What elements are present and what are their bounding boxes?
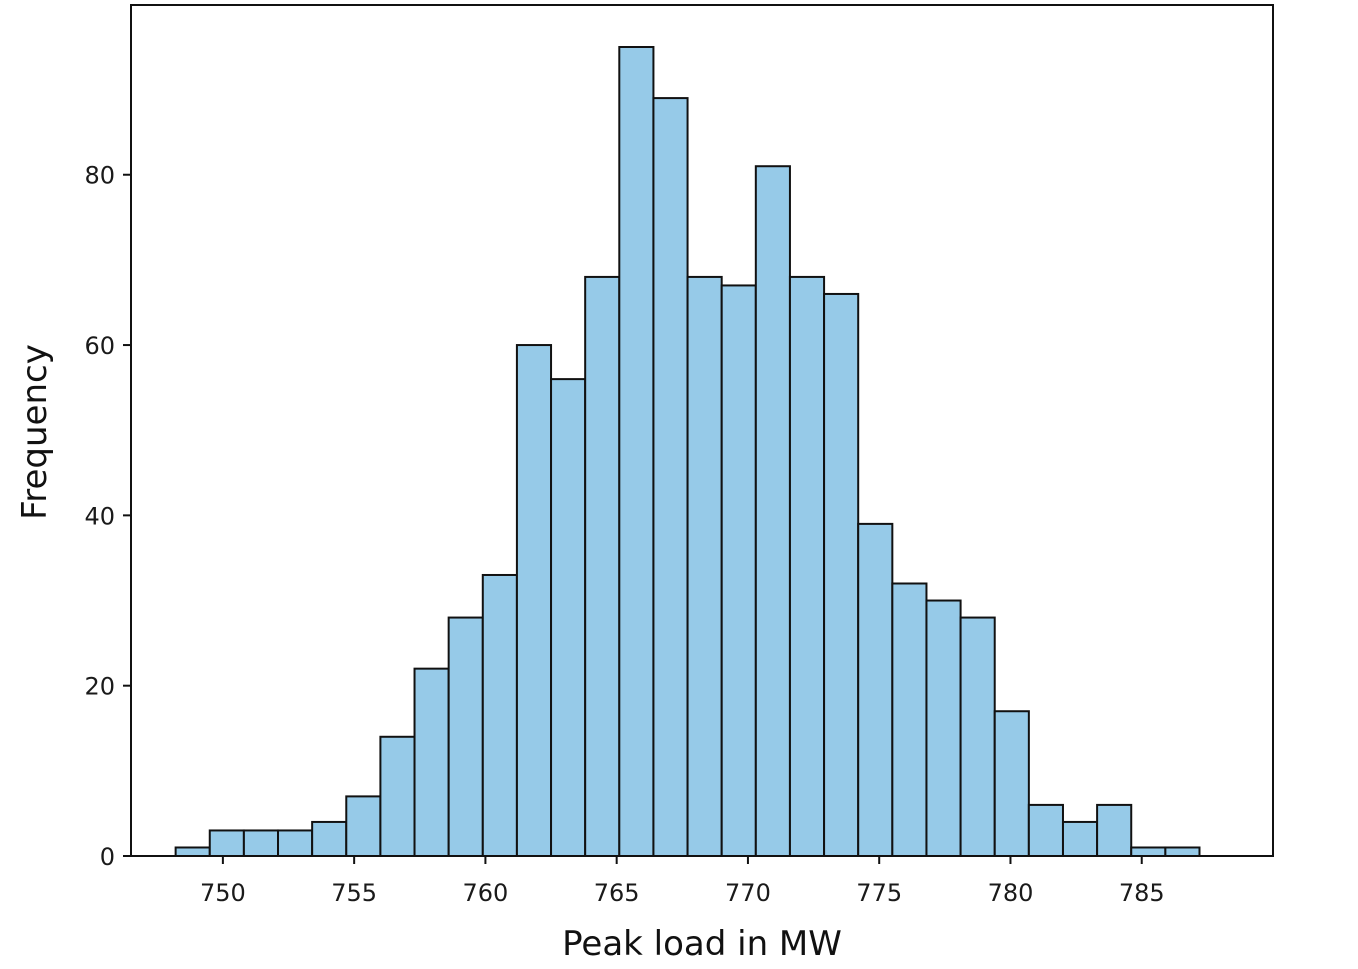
histogram-bar xyxy=(311,820,348,857)
histogram-bar xyxy=(174,846,211,857)
histogram-bar xyxy=(686,275,723,857)
histogram-bar xyxy=(1096,803,1133,858)
histogram-bar xyxy=(1164,846,1201,857)
histogram-bar xyxy=(345,795,382,857)
histogram-bar xyxy=(823,292,860,857)
histogram-bar xyxy=(1130,846,1167,857)
histogram-bar xyxy=(891,582,928,857)
x-tick-label: 775 xyxy=(856,879,902,907)
histogram-bar xyxy=(1061,820,1099,857)
histogram-bar xyxy=(788,275,826,857)
y-tick-label: 60 xyxy=(84,332,115,360)
histogram-bar xyxy=(925,599,962,857)
histogram-bar xyxy=(550,378,587,857)
histogram-bar xyxy=(379,735,416,857)
y-tick-label: 20 xyxy=(84,673,115,701)
histogram-bar xyxy=(652,97,689,858)
x-tick-label: 750 xyxy=(200,879,246,907)
plot-area-frame xyxy=(130,4,1274,857)
x-axis-title: Peak load in MW xyxy=(562,924,842,964)
x-tick-label: 765 xyxy=(594,879,640,907)
histogram-bar xyxy=(993,710,1030,857)
y-axis-title: Frequency xyxy=(15,344,55,520)
histogram-bar xyxy=(1027,803,1064,858)
x-tick-label: 785 xyxy=(1119,879,1165,907)
histogram-bar xyxy=(720,284,757,858)
y-axis-ticks: 0 20 40 60 80 xyxy=(84,162,131,871)
x-tick-label: 760 xyxy=(463,879,509,907)
y-tick-label: 0 xyxy=(100,843,115,871)
x-tick-label: 780 xyxy=(988,879,1034,907)
histogram-bar xyxy=(413,667,450,858)
y-tick-label: 40 xyxy=(84,502,115,530)
histogram-bar xyxy=(754,165,791,857)
histogram-bars xyxy=(174,46,1201,858)
histogram-bar xyxy=(959,616,996,858)
x-axis-ticks: 750 755 760 765 770 775 780 785 xyxy=(200,856,1165,907)
histogram-bar xyxy=(208,829,245,858)
histogram-bar xyxy=(515,344,553,857)
y-tick-label: 80 xyxy=(84,162,115,190)
histogram-bar xyxy=(481,573,518,857)
histogram-bar xyxy=(447,616,484,858)
x-tick-label: 755 xyxy=(331,879,377,907)
histogram-bar xyxy=(242,829,280,858)
histogram-bar xyxy=(277,829,314,858)
histogram-bar xyxy=(618,46,655,857)
histogram-bar xyxy=(857,522,894,857)
x-tick-label: 770 xyxy=(725,879,771,907)
histogram-bar xyxy=(584,275,621,857)
